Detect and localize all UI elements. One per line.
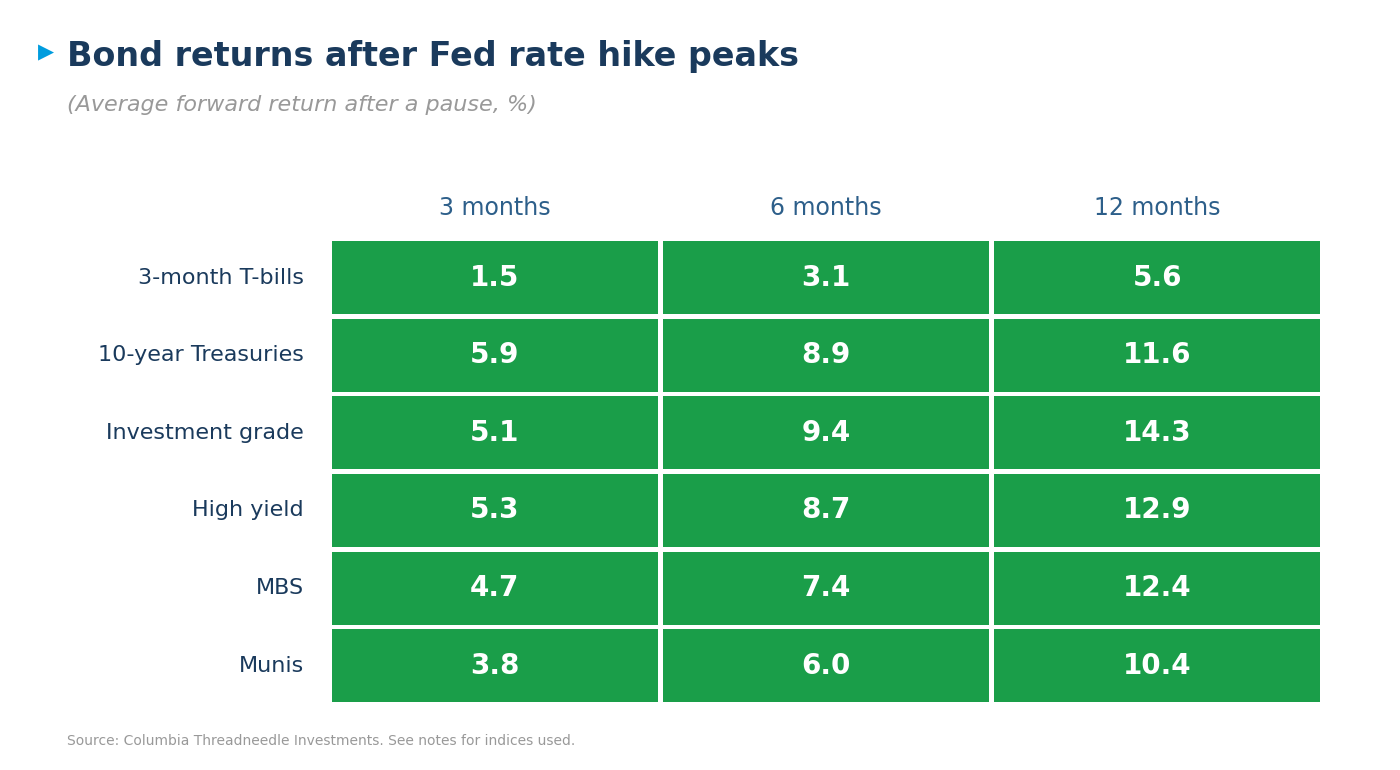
Text: 3.8: 3.8	[470, 651, 519, 680]
Bar	[664, 241, 988, 314]
Bar	[664, 397, 988, 469]
Text: 8.7: 8.7	[801, 497, 851, 524]
Bar	[994, 629, 1320, 702]
Text: MBS: MBS	[256, 578, 304, 598]
Text: (Average forward return after a pause, %): (Average forward return after a pause, %…	[67, 95, 538, 116]
Bar	[994, 319, 1320, 392]
Bar	[994, 397, 1320, 469]
Text: 14.3: 14.3	[1123, 419, 1191, 447]
Text: 1.5: 1.5	[470, 263, 519, 292]
Bar	[994, 474, 1320, 547]
Text: 6.0: 6.0	[801, 651, 851, 680]
Text: 4.7: 4.7	[470, 574, 519, 602]
Text: High yield: High yield	[192, 500, 304, 521]
Bar	[994, 241, 1320, 314]
Text: 7.4: 7.4	[801, 574, 851, 602]
Bar	[332, 551, 658, 624]
Bar	[664, 474, 988, 547]
Bar	[332, 397, 658, 469]
Text: 3-month T-bills: 3-month T-bills	[137, 267, 304, 287]
Bar	[332, 241, 658, 314]
Bar	[332, 629, 658, 702]
Text: 5.1: 5.1	[470, 419, 519, 447]
Text: 12 months: 12 months	[1093, 196, 1221, 220]
Text: 3 months: 3 months	[438, 196, 550, 220]
Text: 9.4: 9.4	[801, 419, 851, 447]
Text: 5.6: 5.6	[1133, 263, 1182, 292]
Text: 12.4: 12.4	[1123, 574, 1191, 602]
Text: 10-year Treasuries: 10-year Treasuries	[98, 345, 304, 365]
Text: Investment grade: Investment grade	[106, 423, 304, 443]
Text: Bond returns after Fed rate hike peaks: Bond returns after Fed rate hike peaks	[67, 40, 799, 73]
Text: 8.9: 8.9	[801, 341, 851, 369]
Text: 3.1: 3.1	[801, 263, 851, 292]
Text: 5.3: 5.3	[470, 497, 519, 524]
Bar	[664, 551, 988, 624]
Bar	[664, 319, 988, 392]
Bar	[332, 319, 658, 392]
Text: 6 months: 6 months	[770, 196, 882, 220]
Text: 11.6: 11.6	[1123, 341, 1191, 369]
Text: Source: Columbia Threadneedle Investments. See notes for indices used.: Source: Columbia Threadneedle Investment…	[67, 735, 575, 748]
Text: ▶: ▶	[38, 42, 53, 62]
Text: 5.9: 5.9	[470, 341, 519, 369]
Bar	[332, 474, 658, 547]
Text: 10.4: 10.4	[1123, 651, 1191, 680]
Bar	[664, 629, 988, 702]
Text: Munis: Munis	[238, 656, 304, 676]
Text: 12.9: 12.9	[1123, 497, 1191, 524]
Bar	[994, 551, 1320, 624]
